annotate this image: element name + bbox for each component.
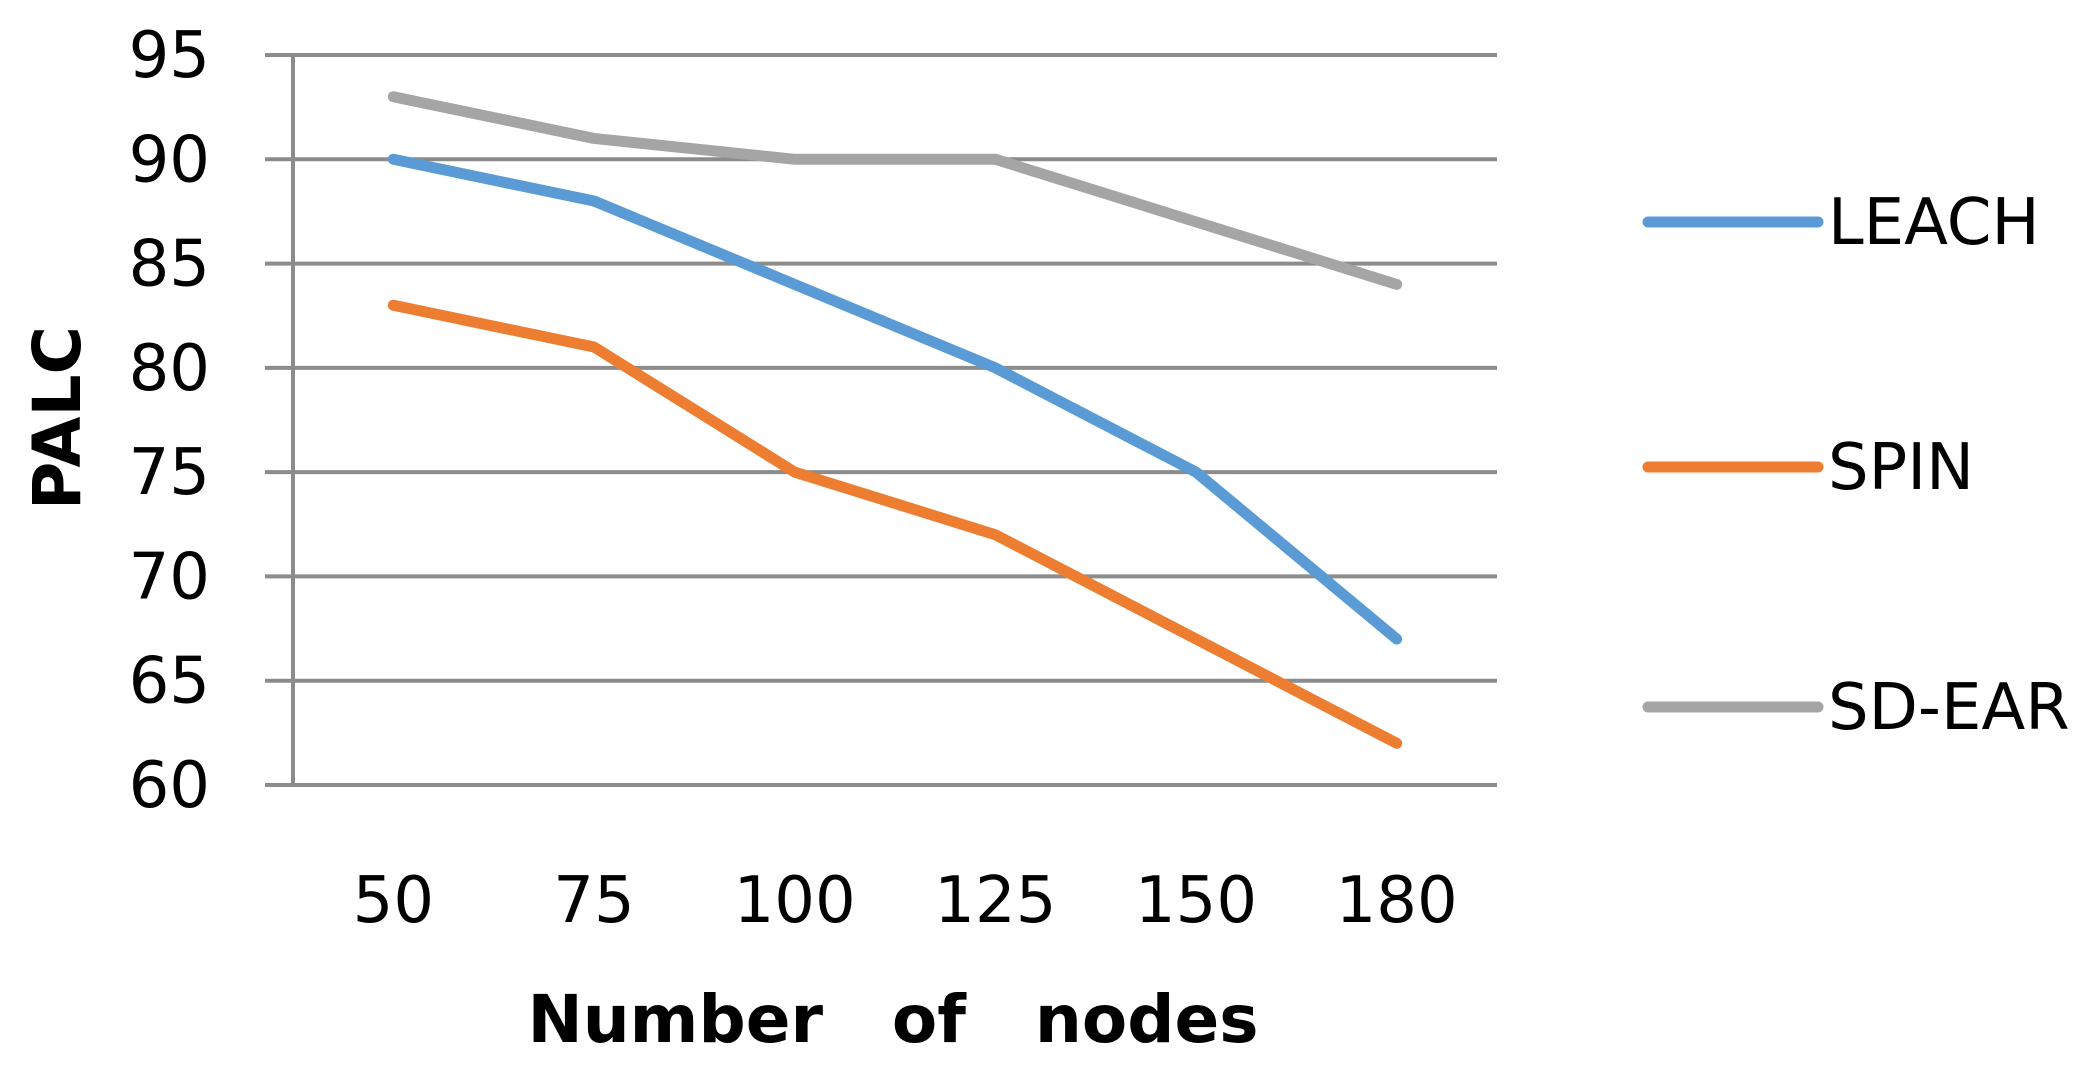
series-line-spin	[387, 299, 1403, 749]
legend-label: LEACH	[1828, 186, 2040, 260]
x-tick-label: 100	[734, 864, 856, 938]
legend-label: SPIN	[1828, 431, 1974, 505]
x-tick-label: 180	[1336, 864, 1458, 938]
x-tick-labels: 50 75 100 125 150 180	[353, 864, 1458, 938]
y-tick-label: 85	[129, 228, 210, 302]
y-tick-label: 65	[129, 645, 210, 719]
y-tick-label: 75	[129, 436, 210, 510]
x-tick-label: 75	[553, 864, 634, 938]
y-tick-label: 70	[129, 540, 210, 614]
series-lines	[387, 91, 1403, 749]
legend-label: SD-EAR	[1828, 671, 2070, 745]
series-line-sd-ear	[387, 91, 1403, 290]
y-tick-label: 60	[129, 749, 210, 823]
y-tick-label: 90	[129, 123, 210, 197]
x-tick-label: 50	[353, 864, 434, 938]
gridlines	[265, 53, 1497, 787]
y-axis-title: PALC	[19, 326, 96, 510]
y-tick-label: 95	[129, 19, 210, 93]
x-axis-title: Number of nodes	[527, 981, 1258, 1058]
x-tick-label: 150	[1135, 864, 1257, 938]
legend: LEACH SPIN SD-EAR	[1642, 186, 2070, 745]
series-line-leach	[387, 153, 1403, 645]
x-tick-label: 125	[934, 864, 1056, 938]
y-tick-label: 80	[129, 332, 210, 406]
y-tick-labels: 60 65 70 75 80 85 90 95	[129, 19, 210, 823]
